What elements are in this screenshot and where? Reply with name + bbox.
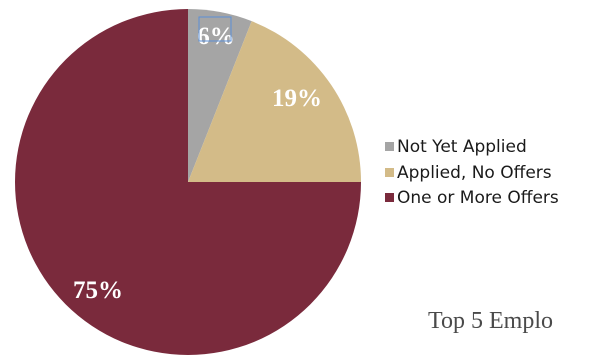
legend-item-not-yet-applied: Not Yet Applied — [385, 134, 559, 159]
pie-data-labels: 6% 19% 75% — [73, 23, 322, 304]
slide-caption: Top 5 Emplo — [428, 308, 553, 334]
slice-data-label: 75% — [73, 277, 123, 304]
selection-box — [198, 16, 232, 42]
slice-data-label: 6% — [197, 23, 235, 50]
legend-item-applied-no-offers: Applied, No Offers — [385, 160, 559, 185]
legend-label: Applied, No Offers — [397, 162, 552, 183]
legend-label: Not Yet Applied — [397, 136, 527, 157]
pie-slice-not-yet-applied — [188, 9, 252, 182]
legend-swatch — [385, 193, 394, 202]
legend-item-one-or-more-offers: One or More Offers — [385, 185, 559, 210]
chart-legend: Not Yet Applied Applied, No Offers One o… — [385, 134, 559, 210]
pie-slices — [15, 9, 361, 355]
slice-data-label: 19% — [272, 85, 322, 112]
pie-slice-applied-no-offers — [188, 21, 361, 183]
legend-swatch — [385, 142, 394, 151]
pie-chart: 6% 19% 75% — [15, 9, 361, 355]
legend-label: One or More Offers — [397, 187, 559, 208]
pie-slice-one-or-more-offers — [15, 9, 361, 355]
legend-swatch — [385, 168, 394, 177]
